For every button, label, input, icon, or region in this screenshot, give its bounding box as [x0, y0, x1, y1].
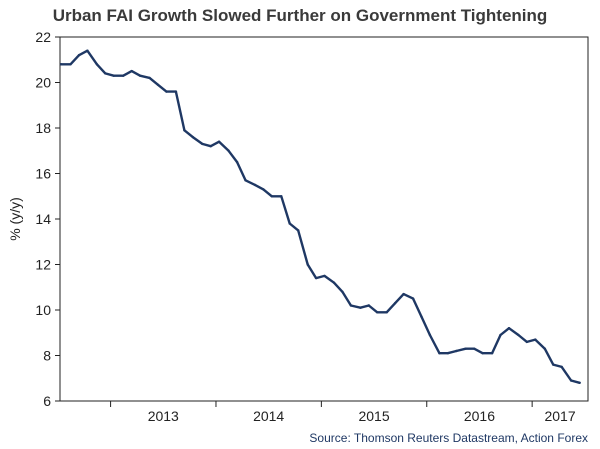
chart-source-note: Source: Thomson Reuters Datastream, Acti… — [309, 431, 588, 445]
data-point — [174, 90, 178, 93]
data-point — [69, 63, 72, 66]
data-point — [569, 379, 573, 382]
y-tick-label: 8 — [43, 348, 51, 364]
series-line — [59, 49, 581, 384]
data-point — [183, 129, 186, 132]
data-point — [385, 311, 388, 314]
series-layer — [59, 49, 581, 384]
data-point — [227, 149, 230, 152]
x-tick-label: 2016 — [464, 408, 495, 424]
data-point — [560, 365, 563, 369]
x-tick-label: 2017 — [544, 408, 575, 424]
data-point — [552, 363, 555, 366]
data-point — [95, 63, 99, 66]
data-point — [253, 183, 257, 187]
data-point — [297, 229, 300, 232]
data-point — [332, 281, 336, 284]
data-point — [534, 338, 537, 341]
data-point — [428, 333, 432, 337]
x-axis-ticks: 2013 2014 2015 2016 2017 — [110, 401, 576, 424]
data-point — [349, 304, 353, 307]
data-point — [446, 352, 449, 355]
data-point — [507, 327, 511, 330]
y-axis-ticks: 6 8 10 12 14 16 18 20 22 — [35, 29, 60, 409]
data-point — [411, 297, 415, 300]
data-point — [376, 311, 379, 314]
data-point — [112, 74, 115, 77]
data-point — [393, 302, 397, 305]
data-point — [288, 222, 291, 225]
data-point — [130, 69, 133, 73]
data-point — [148, 76, 151, 80]
x-tick-label: 2015 — [358, 408, 389, 424]
data-point — [209, 145, 212, 148]
data-point — [499, 333, 502, 337]
data-point — [235, 160, 239, 164]
data-point — [104, 72, 107, 75]
data-point — [402, 292, 405, 296]
data-point — [367, 304, 370, 307]
data-point — [201, 142, 204, 146]
data-point — [543, 347, 546, 350]
y-tick-label: 22 — [35, 29, 51, 45]
data-point — [191, 135, 194, 139]
y-tick-label: 6 — [43, 393, 51, 409]
y-tick-label: 18 — [35, 120, 51, 136]
data-point — [525, 340, 529, 344]
data-point — [122, 74, 125, 77]
data-point — [217, 140, 221, 143]
plot-area-frame — [59, 36, 589, 402]
data-point — [262, 188, 265, 191]
data-point — [165, 90, 168, 93]
data-point — [490, 352, 494, 355]
data-point — [270, 195, 273, 198]
y-tick-label: 20 — [35, 75, 51, 91]
data-point — [314, 276, 318, 280]
data-point — [77, 54, 81, 57]
data-point — [464, 347, 467, 350]
data-point — [473, 347, 476, 350]
data-point — [86, 49, 89, 52]
data-point — [138, 74, 142, 77]
data-point — [455, 349, 458, 353]
data-point — [438, 352, 441, 355]
y-tick-label: 10 — [35, 302, 51, 318]
y-tick-label: 12 — [35, 257, 51, 273]
x-tick-label: 2013 — [148, 408, 179, 424]
data-point — [280, 195, 283, 198]
chart-title: Urban FAI Growth Slowed Further on Gover… — [52, 6, 548, 25]
data-point — [517, 333, 520, 337]
data-point — [323, 274, 326, 278]
data-point — [420, 315, 423, 318]
data-point — [156, 83, 160, 87]
x-tick-label: 2014 — [253, 408, 284, 424]
data-point — [306, 263, 309, 266]
data-point — [578, 381, 581, 384]
y-axis-title: % (y/y) — [7, 197, 23, 241]
y-tick-label: 16 — [35, 166, 51, 182]
data-point — [359, 306, 362, 309]
data-point — [481, 352, 484, 355]
data-point — [59, 63, 63, 66]
y-tick-label: 14 — [35, 211, 51, 227]
data-point — [341, 290, 344, 293]
data-point — [244, 179, 247, 182]
